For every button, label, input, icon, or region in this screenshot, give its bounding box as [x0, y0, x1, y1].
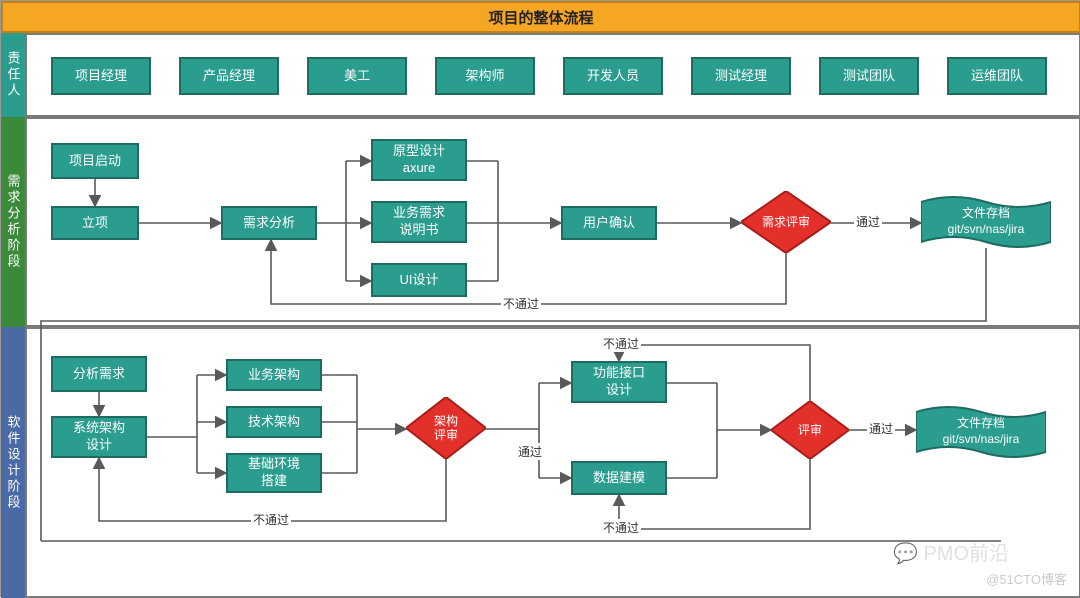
node-ui: UI设计: [371, 263, 467, 297]
node-archive2: 文件存档git/svn/nas/jira: [916, 406, 1046, 458]
lane-label-0: 责任人: [1, 33, 25, 117]
node-biz_arch: 业务架构: [226, 359, 322, 391]
role-box-2: 美工: [307, 57, 407, 95]
node-env: 基础环境搭建: [226, 453, 322, 493]
node-lixiang: 立项: [51, 206, 139, 240]
role-box-3: 架构师: [435, 57, 535, 95]
node-func: 功能接口设计: [571, 361, 667, 403]
watermark-text: @51CTO博客: [986, 569, 1067, 588]
node-review2: 架构评审: [406, 397, 486, 459]
role-box-7: 运维团队: [947, 57, 1047, 95]
role-box-4: 开发人员: [563, 57, 663, 95]
lane-label-1: 需求分析阶段: [1, 117, 25, 327]
diagram-title-text: 项目的整体流程: [488, 7, 593, 28]
node-sys_arch: 系统架构设计: [51, 416, 147, 458]
node-confirm: 用户确认: [561, 206, 657, 240]
node-ana_req: 分析需求: [51, 356, 147, 392]
edge-label-3: 不通过: [251, 511, 291, 528]
role-box-0: 项目经理: [51, 57, 151, 95]
role-box-6: 测试团队: [819, 57, 919, 95]
node-start: 项目启动: [51, 143, 139, 179]
node-review1: 需求评审: [741, 191, 831, 253]
diagram-title: 项目的整体流程: [1, 1, 1080, 33]
node-req_analysis: 需求分析: [221, 206, 317, 240]
edge-label-6: 通过: [867, 420, 895, 437]
node-proto: 原型设计axure: [371, 139, 467, 181]
edge-label-4: 不通过: [601, 335, 641, 352]
node-data: 数据建模: [571, 461, 667, 495]
lane-label-2: 软件设计阶段: [1, 327, 25, 598]
role-box-1: 产品经理: [179, 57, 279, 95]
edge-label-1: 不通过: [501, 295, 541, 312]
edge-label-5: 不通过: [601, 519, 641, 536]
node-review3: 评审: [771, 401, 849, 459]
edge-label-0: 通过: [854, 213, 882, 230]
node-spec: 业务需求说明书: [371, 201, 467, 243]
watermark-logo-text: PMO前沿: [923, 543, 1009, 565]
edge-label-2: 通过: [516, 443, 544, 460]
node-archive1: 文件存档git/svn/nas/jira: [921, 196, 1051, 248]
node-tech_arch: 技术架构: [226, 406, 322, 438]
flowchart-diagram: 项目的整体流程 责任人需求分析阶段软件设计阶段 项目经理产品经理美工架构师开发人…: [0, 0, 1080, 597]
watermark-logo: 💬 PMO前沿: [893, 537, 1009, 566]
role-box-5: 测试经理: [691, 57, 791, 95]
